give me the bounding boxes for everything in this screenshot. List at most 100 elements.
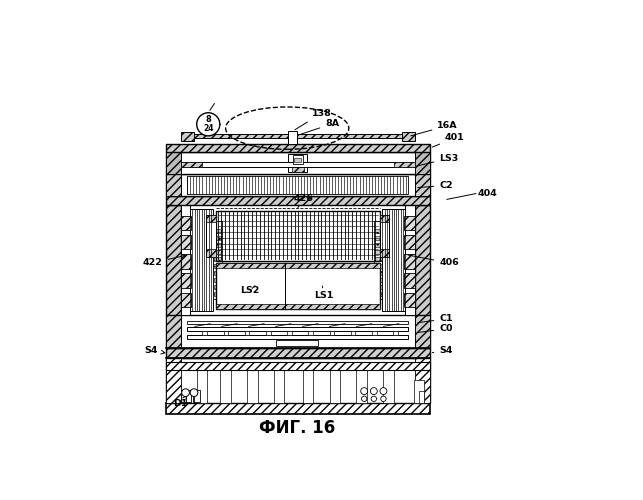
Bar (220, 370, 231, 402)
Bar (374, 264, 382, 268)
Bar (374, 257, 382, 261)
Text: D1: D1 (174, 396, 188, 408)
Bar (166, 362, 430, 370)
Bar (274, 370, 284, 402)
Bar (187, 327, 408, 330)
Bar (216, 304, 379, 309)
Bar (379, 215, 389, 222)
Bar (166, 358, 430, 403)
Circle shape (190, 389, 198, 396)
Bar (372, 330, 377, 336)
Bar (181, 132, 194, 141)
Text: 16A: 16A (411, 121, 458, 136)
Bar (415, 205, 430, 315)
Bar (288, 131, 297, 143)
Bar (404, 254, 415, 268)
Bar (247, 370, 258, 402)
Bar (415, 358, 430, 403)
Bar (213, 236, 221, 240)
Bar (374, 250, 382, 254)
Bar (181, 274, 192, 288)
Bar (293, 155, 303, 164)
Bar (374, 244, 382, 247)
Text: LS1: LS1 (314, 286, 334, 300)
Bar (292, 166, 303, 172)
Bar (213, 230, 221, 233)
Text: 8: 8 (205, 115, 211, 124)
Bar (404, 292, 415, 307)
Bar (216, 211, 379, 261)
Bar (166, 152, 430, 174)
Bar (187, 336, 408, 339)
Text: S4: S4 (145, 346, 165, 355)
Bar (206, 250, 216, 257)
Bar (383, 370, 394, 402)
Bar (181, 390, 191, 402)
Text: ФИГ. 16: ФИГ. 16 (258, 418, 335, 436)
Circle shape (371, 396, 377, 402)
Bar (203, 330, 207, 336)
Bar (181, 162, 202, 168)
Bar (187, 322, 408, 324)
Bar (288, 154, 307, 172)
Bar (213, 257, 221, 261)
Bar (415, 315, 430, 348)
Bar (294, 158, 301, 162)
Text: C2: C2 (418, 181, 453, 190)
Bar (213, 250, 221, 254)
Text: 422: 422 (143, 254, 185, 268)
Bar (224, 330, 228, 336)
Bar (401, 132, 415, 141)
Bar (166, 205, 181, 315)
Bar (374, 230, 382, 233)
Bar (187, 176, 408, 194)
Bar (379, 215, 389, 257)
Text: S4: S4 (432, 346, 453, 355)
Bar (287, 330, 292, 336)
Bar (166, 196, 430, 205)
Text: 426: 426 (294, 194, 314, 208)
Bar (374, 271, 382, 275)
Bar (374, 236, 382, 240)
Bar (181, 254, 192, 268)
Text: 138: 138 (295, 109, 332, 130)
Bar (213, 264, 221, 268)
Bar (404, 274, 415, 288)
Bar (216, 263, 379, 268)
Bar (213, 292, 221, 296)
Bar (181, 216, 192, 230)
Text: 406: 406 (408, 255, 459, 268)
Bar (197, 370, 208, 402)
Bar (166, 402, 430, 414)
Bar (213, 244, 221, 247)
Bar (374, 285, 382, 288)
Bar (193, 390, 200, 402)
Bar (166, 358, 181, 403)
Bar (206, 215, 216, 257)
Bar (213, 285, 221, 288)
Bar (303, 370, 313, 402)
Bar (166, 348, 430, 358)
Bar (213, 220, 222, 300)
Bar (266, 330, 271, 336)
Bar (330, 370, 340, 402)
Circle shape (380, 388, 387, 394)
Bar (379, 250, 389, 257)
Circle shape (361, 396, 367, 402)
Bar (297, 134, 406, 138)
Text: 8A: 8A (301, 119, 340, 134)
Bar (374, 292, 382, 296)
Bar (166, 174, 430, 196)
Bar (383, 209, 405, 311)
Bar (181, 292, 192, 307)
Bar (374, 278, 382, 282)
Bar (419, 391, 424, 402)
Bar (374, 220, 383, 300)
Text: C0: C0 (418, 324, 453, 333)
Circle shape (370, 388, 377, 394)
Bar (404, 216, 415, 230)
Bar (206, 215, 216, 222)
Bar (393, 330, 397, 336)
Bar (181, 235, 192, 250)
Bar (404, 235, 415, 250)
